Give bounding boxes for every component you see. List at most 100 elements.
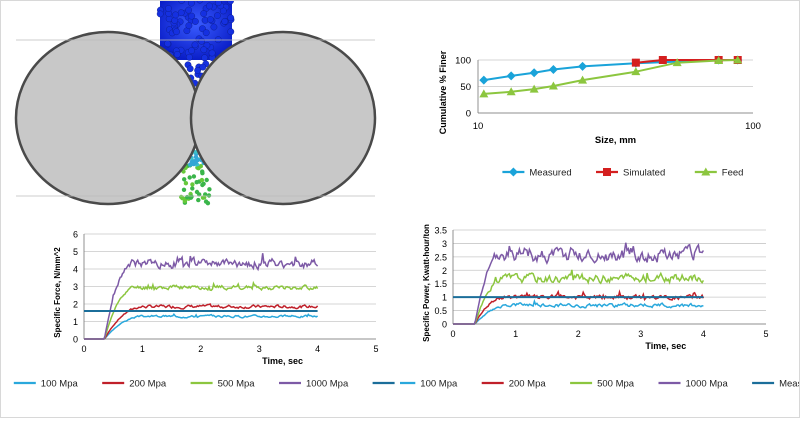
particle [205, 178, 209, 182]
particle [183, 199, 187, 203]
particle [192, 42, 198, 48]
y-tick-label: 0 [442, 320, 447, 330]
roller-crusher-simulation [0, 0, 400, 210]
particle [187, 66, 193, 72]
data-point [549, 65, 558, 74]
y-tick-label: 0 [466, 109, 471, 120]
particle [174, 51, 180, 57]
x-tick-label: 1 [513, 329, 518, 339]
particle [179, 195, 183, 199]
particle [200, 178, 204, 182]
y-tick-label: 0 [73, 335, 78, 345]
x-tick-label: 5 [763, 329, 768, 339]
particle [200, 171, 204, 175]
particle [188, 175, 192, 179]
particle [192, 174, 196, 178]
y-tick-label: 50 [460, 82, 471, 93]
particle [188, 47, 194, 53]
legend-label: 100 Mpa [420, 379, 458, 390]
x-tick-label: 3 [257, 344, 262, 354]
legend-label: Feed [722, 168, 744, 179]
particle [228, 29, 234, 35]
x-tick-label: 0 [450, 329, 455, 339]
particle [201, 10, 207, 16]
particle [188, 163, 192, 167]
legend-label: 1000 Mpa [306, 379, 349, 390]
particle [165, 5, 171, 11]
x-tick-label: 100 [745, 121, 761, 132]
particle [189, 195, 193, 199]
particle [190, 186, 194, 190]
data-point [659, 56, 667, 64]
y-tick-label: 100 [455, 56, 471, 67]
data-point [507, 71, 516, 80]
y-tick-label: 3.5 [434, 226, 447, 236]
y-tick-label: 2 [73, 300, 78, 310]
y-tick-label: 1.5 [434, 279, 447, 289]
particle [182, 188, 186, 192]
left-roll [16, 32, 200, 204]
y-tick-label: 3 [73, 282, 78, 292]
x-axis-title: Time, sec [645, 341, 686, 351]
particle [209, 50, 215, 56]
particle [201, 55, 207, 61]
particle [228, 15, 234, 21]
particle [214, 12, 220, 18]
particle [206, 201, 210, 205]
particle [196, 198, 200, 202]
y-axis-title: Cumulative % Finer [438, 50, 448, 134]
legend-label: 500 Mpa [218, 379, 256, 390]
particle [186, 54, 192, 60]
x-tick-label: 0 [81, 344, 86, 354]
legend-marker [603, 168, 611, 176]
y-tick-label: 1 [73, 317, 78, 327]
data-point [578, 62, 587, 71]
legend-label: Measured [779, 379, 800, 390]
particle [196, 166, 200, 170]
particle [185, 195, 189, 199]
x-tick-label: 5 [373, 344, 378, 354]
series-line-100-mpa [453, 301, 703, 324]
particle [189, 13, 195, 19]
particle [185, 7, 191, 13]
y-axis-title: Specific Force, N/mm^2 [53, 247, 62, 338]
particle [192, 18, 198, 24]
particle [164, 40, 170, 46]
legend-label: Simulated [623, 168, 665, 179]
x-tick-label: 1 [140, 344, 145, 354]
particle [172, 12, 178, 18]
particle [203, 30, 209, 36]
data-point [479, 76, 488, 85]
legend-label: 1000 Mpa [686, 379, 729, 390]
series-line-measured [484, 60, 738, 80]
legend-label: 100 Mpa [41, 379, 79, 390]
data-point [530, 68, 539, 77]
y-tick-label: 4 [73, 265, 78, 275]
y-tick-label: 0.5 [434, 306, 447, 316]
data-point [632, 59, 640, 67]
particle [190, 182, 194, 186]
x-tick-label: 2 [198, 344, 203, 354]
y-tick-label: 1 [442, 293, 447, 303]
legend-label: 200 Mpa [509, 379, 547, 390]
particle [195, 157, 199, 161]
y-tick-label: 5 [73, 247, 78, 257]
particle [207, 187, 211, 191]
particle [222, 18, 228, 24]
particle [186, 22, 192, 28]
x-axis-title: Size, mm [595, 135, 636, 146]
particle [201, 47, 207, 53]
particle [198, 38, 204, 44]
right-roll [191, 32, 375, 204]
y-tick-label: 6 [73, 230, 78, 240]
y-tick-label: 2 [442, 266, 447, 276]
x-tick-label: 3 [638, 329, 643, 339]
particle [188, 0, 194, 6]
x-axis-title: Time, sec [262, 356, 303, 366]
